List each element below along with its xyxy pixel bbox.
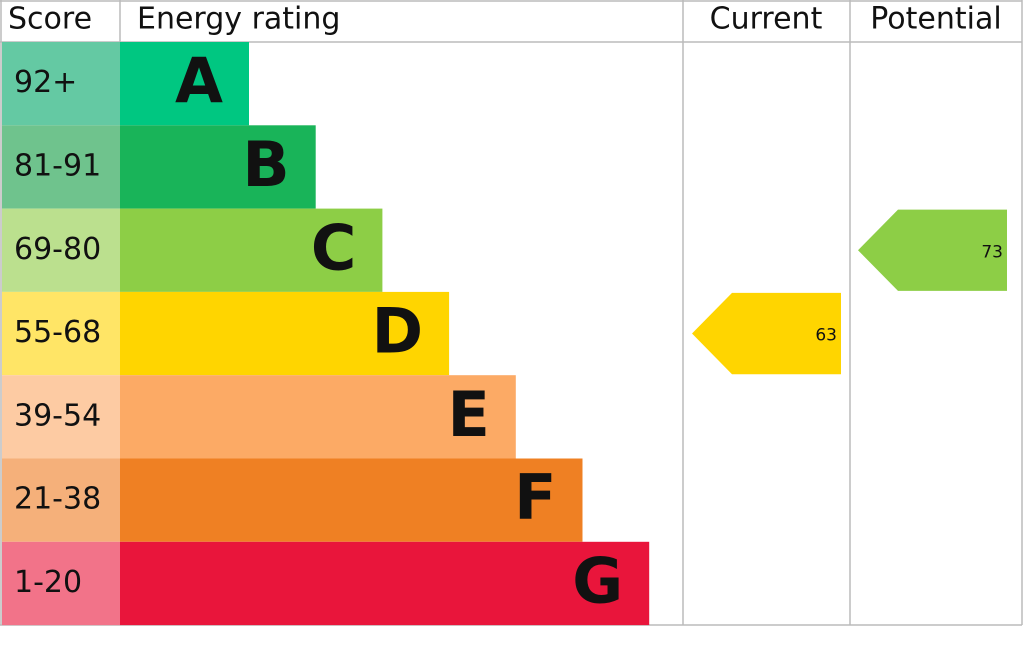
rating-letter: A bbox=[175, 45, 223, 118]
score-label: 55-68 bbox=[14, 315, 101, 350]
current-arrow bbox=[692, 292, 841, 375]
rating-bar bbox=[120, 375, 516, 459]
score-label: 21-38 bbox=[14, 482, 101, 517]
score-cell bbox=[2, 291, 120, 376]
potential-value: 73 bbox=[981, 242, 1003, 262]
score-cell bbox=[2, 458, 120, 542]
rating-letter: B bbox=[242, 128, 289, 201]
score-cell bbox=[2, 42, 120, 126]
rating-letter: G bbox=[572, 545, 623, 618]
rating-bar bbox=[120, 541, 650, 626]
score-cell bbox=[2, 375, 120, 459]
score-label: 39-54 bbox=[14, 398, 101, 433]
rating-bar bbox=[120, 291, 450, 376]
score-label: 81-91 bbox=[14, 148, 101, 183]
rating-bar bbox=[120, 42, 249, 126]
rating-letter: E bbox=[447, 378, 489, 451]
header-score: Score bbox=[8, 2, 92, 37]
score-label: 1-20 bbox=[14, 565, 82, 600]
header-rating: Energy rating bbox=[137, 2, 340, 37]
current-value: 63 bbox=[815, 326, 837, 346]
header-current: Current bbox=[710, 2, 823, 37]
header-potential: Potential bbox=[870, 2, 1001, 37]
potential-arrow bbox=[858, 209, 1007, 291]
score-cell bbox=[2, 541, 120, 626]
rating-letter: F bbox=[514, 461, 556, 534]
score-cell bbox=[2, 125, 120, 209]
rating-letter: C bbox=[311, 211, 357, 284]
score-cell bbox=[2, 208, 120, 292]
rating-bar bbox=[120, 458, 583, 542]
score-label: 92+ bbox=[14, 65, 77, 100]
score-label: 69-80 bbox=[14, 232, 101, 267]
rating-bar bbox=[120, 208, 383, 292]
rating-letter: D bbox=[372, 295, 423, 368]
rating-bar bbox=[120, 125, 316, 209]
